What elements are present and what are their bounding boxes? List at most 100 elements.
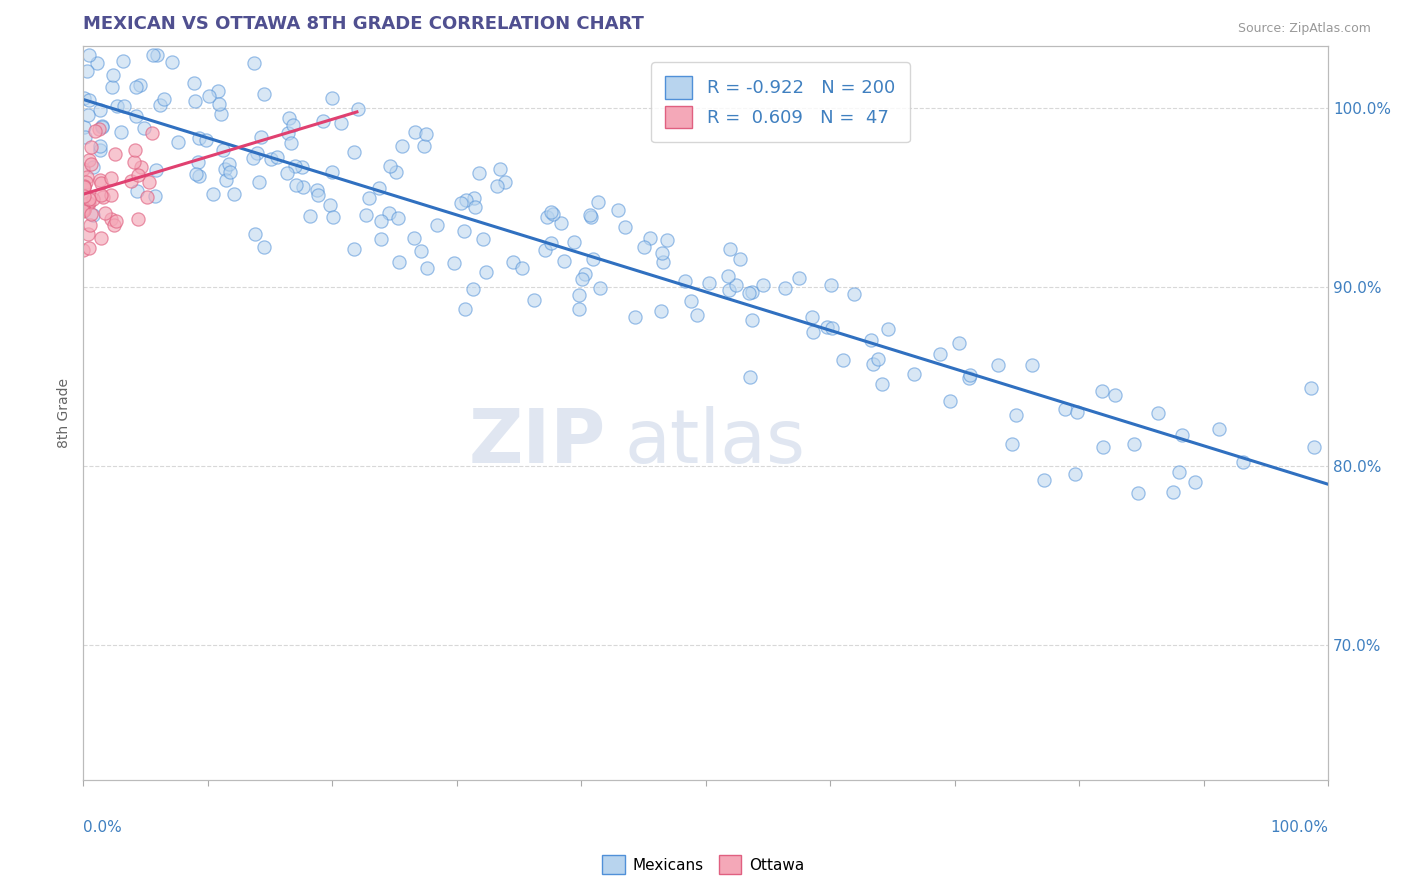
Point bbox=[138, 176, 160, 190]
Point bbox=[72, 202, 94, 217]
Point bbox=[415, 128, 437, 142]
Point bbox=[450, 196, 472, 211]
Point bbox=[387, 211, 409, 225]
Point bbox=[959, 368, 981, 383]
Point bbox=[224, 187, 246, 202]
Point bbox=[1063, 467, 1085, 481]
Point bbox=[571, 272, 593, 286]
Point bbox=[655, 233, 678, 247]
Point bbox=[72, 204, 94, 219]
Point bbox=[1147, 406, 1170, 420]
Point bbox=[76, 169, 98, 184]
Point bbox=[72, 243, 94, 257]
Point bbox=[378, 206, 401, 220]
Point bbox=[579, 210, 602, 224]
Point bbox=[201, 187, 224, 202]
Point bbox=[613, 220, 636, 235]
Point bbox=[359, 191, 381, 205]
Point bbox=[103, 147, 125, 161]
Point bbox=[183, 76, 205, 90]
Point bbox=[77, 108, 100, 122]
Point bbox=[281, 118, 304, 132]
Point bbox=[76, 63, 98, 78]
Point bbox=[1299, 381, 1322, 395]
Point bbox=[453, 224, 475, 238]
Point bbox=[187, 131, 209, 145]
Point bbox=[815, 320, 838, 334]
Text: MEXICAN VS OTTAWA 8TH GRADE CORRELATION CHART: MEXICAN VS OTTAWA 8TH GRADE CORRELATION … bbox=[83, 15, 644, 33]
Point bbox=[321, 165, 343, 179]
Point bbox=[148, 98, 170, 112]
Point bbox=[72, 202, 94, 217]
Point bbox=[135, 190, 157, 204]
Point bbox=[673, 274, 696, 288]
Point bbox=[142, 47, 165, 62]
Point bbox=[1168, 465, 1191, 479]
Point bbox=[716, 269, 738, 284]
Point bbox=[738, 285, 761, 300]
Point bbox=[586, 195, 609, 210]
Point bbox=[80, 157, 103, 171]
Point bbox=[1208, 421, 1230, 435]
Point bbox=[948, 335, 970, 350]
Point bbox=[100, 188, 122, 202]
Point bbox=[80, 139, 103, 153]
Point bbox=[259, 153, 281, 167]
Point bbox=[218, 157, 240, 171]
Point bbox=[89, 143, 111, 157]
Point bbox=[391, 139, 413, 153]
Point bbox=[111, 54, 134, 69]
Point bbox=[413, 139, 436, 153]
Point bbox=[207, 84, 229, 98]
Point bbox=[73, 179, 96, 194]
Point bbox=[550, 216, 572, 230]
Point bbox=[686, 308, 709, 322]
Point bbox=[773, 281, 796, 295]
Point bbox=[219, 165, 242, 179]
Point bbox=[367, 181, 389, 195]
Point bbox=[112, 99, 135, 113]
Point bbox=[370, 232, 392, 246]
Point bbox=[73, 203, 96, 218]
Point bbox=[87, 122, 110, 136]
Point bbox=[789, 270, 811, 285]
Point bbox=[77, 195, 100, 210]
Point bbox=[90, 119, 112, 133]
Point bbox=[568, 302, 591, 317]
Point bbox=[105, 98, 128, 112]
Point bbox=[540, 235, 562, 250]
Point bbox=[343, 242, 366, 256]
Point bbox=[752, 277, 775, 292]
Point bbox=[208, 96, 231, 111]
Point bbox=[101, 79, 124, 94]
Point bbox=[832, 352, 855, 367]
Point bbox=[533, 243, 555, 257]
Point bbox=[638, 231, 661, 245]
Point bbox=[321, 91, 343, 105]
Point bbox=[820, 277, 842, 292]
Point bbox=[84, 124, 107, 138]
Point bbox=[141, 126, 163, 140]
Point bbox=[650, 304, 672, 318]
Point bbox=[79, 196, 101, 211]
Point bbox=[859, 333, 882, 347]
Point bbox=[298, 210, 321, 224]
Point bbox=[214, 162, 236, 177]
Point bbox=[728, 252, 751, 266]
Point bbox=[402, 231, 425, 245]
Point bbox=[536, 210, 558, 224]
Point bbox=[90, 176, 112, 190]
Point bbox=[579, 208, 602, 222]
Point bbox=[100, 171, 122, 186]
Point bbox=[607, 202, 630, 217]
Point bbox=[800, 310, 823, 324]
Point bbox=[562, 235, 585, 249]
Point bbox=[697, 276, 720, 290]
Point bbox=[347, 102, 370, 116]
Point bbox=[243, 227, 266, 241]
Point bbox=[1104, 387, 1126, 401]
Point bbox=[188, 169, 211, 184]
Point bbox=[73, 120, 96, 134]
Point bbox=[122, 154, 145, 169]
Point bbox=[1092, 440, 1115, 454]
